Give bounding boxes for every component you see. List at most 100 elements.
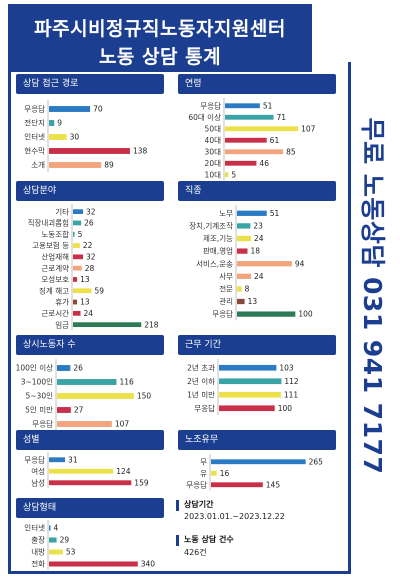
panel-title: 노조유무 <box>178 430 336 450</box>
bar-chart-field: 기타 32 직장내괴롭힘 26 노동조합 5 고용보험 등 22 산업재해 32 근로계약 28 모성보… <box>28 204 159 331</box>
category-label: 모성보호 <box>41 275 69 284</box>
category-label: 휴가 <box>55 298 69 307</box>
header-banner: 파주시비정규직노동자지원센터 노동 상담 통계 <box>8 4 312 72</box>
bar <box>73 254 84 260</box>
info-box: 상담기간 2023.01.01.~2023.12.22 노동 상담 건수 426… <box>176 497 336 569</box>
value-label: 145 <box>266 480 281 489</box>
panel-consult-field: 상담분야 기타 32 직장내괴롭힘 26 노동조합 5 고용보험 등 22 산업재해 32 근로계약… <box>16 181 164 331</box>
category-label: 3~100인 <box>21 377 53 387</box>
value-label: 71 <box>277 113 287 122</box>
value-label: 51 <box>263 101 273 110</box>
bar <box>225 172 229 178</box>
bar <box>57 421 112 427</box>
bar <box>49 120 55 126</box>
value-label: 85 <box>286 147 296 156</box>
value-label: 13 <box>248 297 258 306</box>
category-label: 20대 <box>205 159 222 168</box>
category-label: 근로계약 <box>41 263 69 273</box>
value-label: 265 <box>309 457 324 466</box>
bar <box>49 162 102 168</box>
period-block: 상담기간 2023.01.01.~2023.12.22 <box>184 499 285 521</box>
value-label: 116 <box>119 378 134 387</box>
category-label: 무 <box>200 457 207 466</box>
info-accent <box>176 535 179 546</box>
bar <box>219 364 277 371</box>
value-label: 59 <box>94 286 104 295</box>
value-label: 22 <box>83 241 93 250</box>
period-label: 상담기간 <box>184 500 214 509</box>
bar <box>49 148 130 154</box>
category-label: 무응답 <box>24 104 45 114</box>
panel-title: 연령 <box>178 74 336 94</box>
bar <box>219 405 275 412</box>
panel-union: 노조유무 무 265 유 16 무응답 145 <box>178 430 336 494</box>
bar <box>49 525 51 531</box>
bar <box>57 365 71 371</box>
value-label: 24 <box>254 234 264 243</box>
info-accent <box>176 500 179 511</box>
panel-title: 성별 <box>16 430 164 450</box>
panel-workforce-size: 상시노동자 수 100인 이상 26 3~100인 116 5~30인 150 5인 미만 2… <box>16 335 164 431</box>
bar <box>73 220 82 226</box>
value-label: 70 <box>93 105 103 114</box>
value-label: 138 <box>133 147 148 156</box>
category-label: 무응답 <box>24 454 45 464</box>
page-subtitle: 노동 상담 통계 <box>98 46 222 68</box>
panel-tenure: 근무 기간 2년 초과 103 2년 이하 112 1년 미만 111 무응답 100 <box>178 335 336 419</box>
category-label: 산업재해 <box>41 251 69 261</box>
period-value: 2023.01.01.~2023.12.22 <box>184 512 285 521</box>
count-label: 노동 상담 건수 <box>184 535 234 544</box>
bar <box>73 243 80 248</box>
value-label: 103 <box>279 363 294 372</box>
panel-age: 연령 무응답 51 60대 이상 71 50대 107 40대 61 30대 85 20대 46 10대… <box>178 74 336 181</box>
bar <box>219 391 281 398</box>
value-label: 89 <box>104 161 114 170</box>
value-label: 340 <box>141 560 156 569</box>
panel-gender: 성별 무응답 31 여성 124 남성 159 <box>16 430 164 494</box>
bar <box>49 561 138 567</box>
bar-chart-age: 무응답 51 60대 이상 71 50대 107 40대 61 30대 85 20대 46 10대 5 <box>188 98 316 181</box>
category-label: 전단지 <box>24 118 45 128</box>
value-label: 13 <box>80 298 90 307</box>
phone-banner-text: 무료 노동상담 031 941 7177 <box>358 117 387 475</box>
category-label: 판매,영업 <box>203 246 233 256</box>
bar <box>49 106 91 112</box>
count-block: 노동 상담 건수 426건 <box>184 534 234 558</box>
bar <box>49 134 67 140</box>
value-label: 107 <box>301 124 316 133</box>
value-label: 13 <box>80 275 90 284</box>
bar <box>211 482 263 488</box>
bar-chart-union: 무 265 유 16 무응답 145 <box>186 454 324 491</box>
category-label: 장치,기계조작 <box>189 221 233 231</box>
category-label: 전문 <box>219 284 233 294</box>
bar <box>57 407 71 413</box>
category-label: 현수막 <box>24 146 45 156</box>
value-label: 100 <box>298 310 313 319</box>
value-label: 28 <box>85 264 95 273</box>
category-label: 전화 <box>31 559 45 569</box>
category-label: 남성 <box>31 478 45 487</box>
bar <box>73 231 75 237</box>
value-label: 100 <box>278 404 293 413</box>
bar-chart-tenure: 2년 초과 103 2년 이하 112 1년 미만 111 무응답 100 <box>187 359 299 415</box>
bar <box>73 299 78 305</box>
bar-chart-access: 무응답 70 전단지 9 인터넷 30 현수막 138 소개 89 <box>24 100 148 172</box>
category-label: 2년 초과 <box>187 362 215 372</box>
value-label: 5 <box>78 230 83 239</box>
category-label: 고용보험 등 <box>32 241 69 250</box>
value-label: 29 <box>60 536 70 545</box>
category-label: 기타 <box>55 207 69 216</box>
value-label: 107 <box>115 420 130 429</box>
category-label: 무응답 <box>186 479 207 489</box>
bar <box>237 248 248 254</box>
bar-chart-gender: 무응답 31 여성 124 남성 159 <box>24 452 149 489</box>
category-label: 관리 <box>219 296 233 306</box>
value-label: 8 <box>245 285 250 294</box>
bar <box>73 265 82 271</box>
category-label: 임금 <box>55 320 69 329</box>
category-label: 5~30인 <box>26 391 54 401</box>
category-label: 10대 <box>205 170 222 179</box>
value-label: 111 <box>284 390 299 399</box>
category-label: 서비스,운송 <box>196 259 233 268</box>
